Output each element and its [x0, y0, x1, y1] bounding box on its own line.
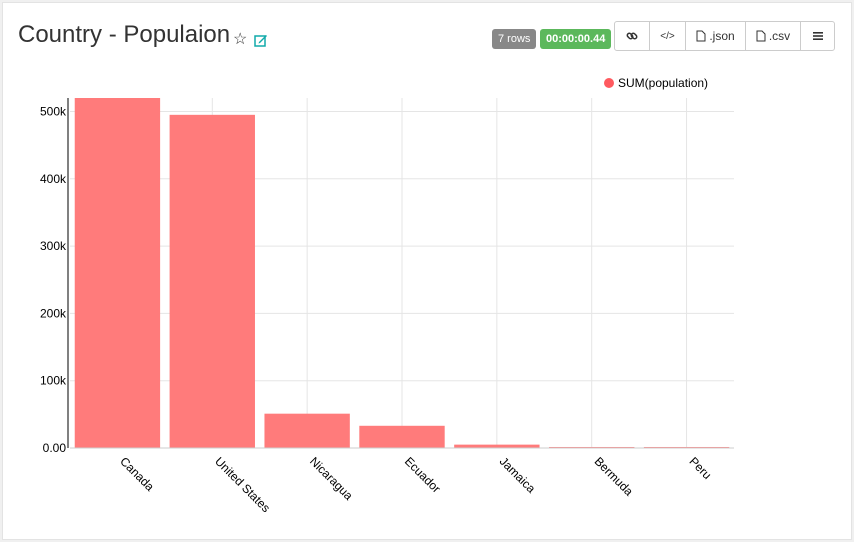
bar-bermuda[interactable] — [549, 446, 635, 448]
bar-united-states[interactable] — [169, 114, 255, 449]
x-tick-label: Peru — [686, 454, 714, 482]
x-tick-label: Jamaica — [497, 454, 539, 496]
bar-canada[interactable] — [74, 98, 161, 448]
link-icon — [626, 32, 638, 40]
edit-icon[interactable] — [254, 33, 268, 52]
csv-file-icon — [756, 30, 766, 42]
bar-peru[interactable] — [643, 446, 730, 448]
csv-button[interactable]: .csv — [746, 22, 801, 50]
y-tick-label: 0.00 — [43, 441, 67, 455]
link-button[interactable] — [615, 22, 650, 50]
x-tick-label: Nicaragua — [307, 454, 356, 503]
chart-title: Country - Populaion — [18, 21, 231, 48]
y-tick-label: 100k — [40, 374, 67, 388]
star-icon[interactable]: ☆ — [233, 31, 248, 48]
y-tick-label: 500k — [40, 104, 67, 118]
bar-nicaragua[interactable] — [264, 413, 350, 448]
menu-icon — [812, 32, 823, 40]
legend-dot — [604, 78, 614, 88]
csv-label: .csv — [768, 29, 791, 43]
json-label: .json — [709, 29, 735, 43]
json-file-icon — [696, 30, 706, 42]
menu-button[interactable] — [801, 22, 834, 50]
x-axis: Canada United States Nicaragua Ecuador Jamai… — [70, 447, 734, 515]
legend-label: SUM(population) — [618, 76, 708, 90]
rows-badge: 7 rows — [492, 29, 537, 49]
code-icon: </> — [660, 30, 675, 42]
y-tick-label: 400k — [40, 172, 67, 186]
code-button[interactable]: </> — [650, 22, 686, 50]
bar-jamaica[interactable] — [454, 444, 540, 448]
x-tick-label: Ecuador — [402, 454, 444, 496]
legend[interactable]: SUM(population) — [604, 76, 708, 90]
toolbar: </> .json .csv — [614, 21, 835, 51]
bar-ecuador[interactable] — [359, 425, 445, 448]
x-tick-label: United States — [212, 454, 273, 515]
y-axis: 0.00 100k 200k 300k 400k 500k — [40, 98, 69, 455]
x-tick-label: Canada — [117, 454, 157, 494]
y-tick-label: 200k — [40, 306, 67, 320]
x-tick-label: Bermuda — [592, 454, 637, 499]
bars — [74, 98, 730, 449]
y-tick-label: 300k — [40, 239, 67, 253]
json-button[interactable]: .json — [686, 22, 746, 50]
time-badge: 00:00:00.44 — [540, 29, 612, 49]
